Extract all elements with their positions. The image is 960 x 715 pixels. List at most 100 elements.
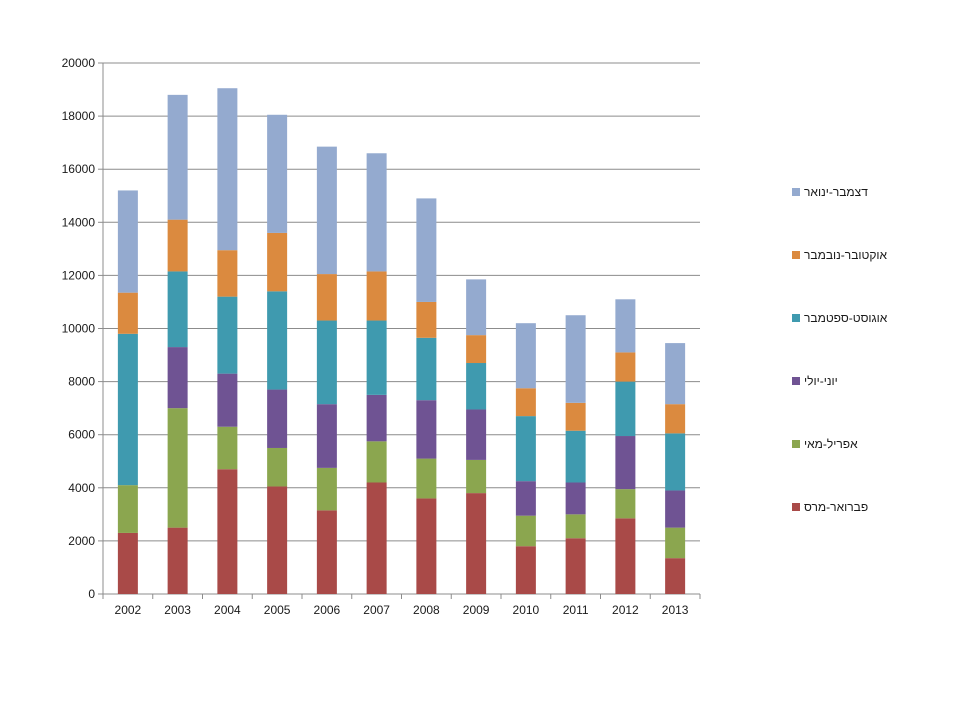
bar-segment xyxy=(267,291,288,390)
bar-segment xyxy=(366,441,387,483)
bar-segment xyxy=(117,485,138,533)
bar-segment xyxy=(267,389,288,448)
bar-segment xyxy=(316,404,337,468)
x-tick-label: 2012 xyxy=(612,603,639,617)
y-tick-label: 6000 xyxy=(68,428,95,442)
bar-segment xyxy=(366,320,387,395)
bar-segment xyxy=(665,404,686,434)
bar-segment xyxy=(117,292,138,334)
legend-swatch xyxy=(792,188,800,196)
x-tick-label: 2005 xyxy=(264,603,291,617)
bar-segment xyxy=(515,388,536,417)
x-tick-label: 2010 xyxy=(513,603,540,617)
x-tick-label: 2003 xyxy=(164,603,191,617)
y-tick-label: 10000 xyxy=(62,322,96,336)
bar-segment xyxy=(117,333,138,486)
legend-label: אוקטובר-נובמבר xyxy=(804,248,888,262)
bar-segment xyxy=(167,271,188,348)
bar-segment xyxy=(167,219,188,272)
bar-segment xyxy=(217,88,238,251)
bar-segment xyxy=(167,347,188,409)
bar-segment xyxy=(416,198,437,302)
bar-segment xyxy=(167,94,188,220)
bar-segment xyxy=(167,527,188,594)
x-tick-label: 2011 xyxy=(563,603,589,617)
legend-swatch xyxy=(792,314,800,322)
bar-segment xyxy=(366,394,387,442)
legend: דצמבר-ינואר אוקטובר-נובמבר אוגוסט-ספטמבר יו… xyxy=(792,185,888,514)
x-tick-label: 2009 xyxy=(463,603,490,617)
legend-swatch xyxy=(792,251,800,259)
legend-label: אוגוסט-ספטמבר xyxy=(804,311,888,325)
legend-label: דצמבר-ינואר xyxy=(804,185,868,199)
bar-segment xyxy=(615,299,636,353)
bar-segment xyxy=(615,518,636,594)
x-tick-label: 2007 xyxy=(363,603,390,617)
bar-segment xyxy=(416,400,437,459)
bar-segment xyxy=(316,467,337,511)
bar-segment xyxy=(416,337,437,401)
bar-segment xyxy=(267,232,288,292)
bar-segment xyxy=(117,190,138,293)
bar-segment xyxy=(565,315,586,403)
y-tick-label: 14000 xyxy=(62,215,96,229)
bar-segment xyxy=(565,402,586,431)
bar-segment xyxy=(217,296,238,374)
axes xyxy=(98,62,701,599)
bar-segment xyxy=(366,482,387,594)
legend-swatch xyxy=(792,377,800,385)
y-tick-label: 12000 xyxy=(62,268,96,282)
y-tick-label: 4000 xyxy=(68,481,95,495)
bar-segment xyxy=(466,459,487,494)
x-tick-label: 2004 xyxy=(214,603,241,617)
y-tick-label: 8000 xyxy=(68,375,95,389)
bar-segment xyxy=(615,381,636,437)
bar-segment xyxy=(316,510,337,594)
bar-segment xyxy=(217,469,238,594)
bar-segment xyxy=(316,146,337,275)
bar-segment xyxy=(366,271,387,321)
y-tick-label: 2000 xyxy=(68,534,95,548)
bar-segment xyxy=(217,426,238,470)
x-tick-label: 2008 xyxy=(413,603,440,617)
bar-segment xyxy=(267,486,288,594)
bar-segment xyxy=(466,363,487,410)
bar-segment xyxy=(515,481,536,516)
bar-segment xyxy=(217,373,238,427)
bar-segment xyxy=(466,409,487,460)
bar-segment xyxy=(565,514,586,539)
bar-segment xyxy=(665,490,686,528)
y-tick-label: 0 xyxy=(88,587,95,601)
bar-segment xyxy=(515,515,536,547)
legend-label: פברואר-מרס xyxy=(804,500,868,514)
legend-label: יוני-יולי xyxy=(804,374,838,388)
tick-labels: 0 2000 4000 6000 8000 10000 12000 14000 16000 180… xyxy=(62,56,689,617)
bar-segment xyxy=(117,532,138,594)
bar-segment xyxy=(565,430,586,483)
bar-segment xyxy=(316,320,337,405)
bar-segment xyxy=(466,279,487,336)
bar-segment xyxy=(416,458,437,499)
bar-segment xyxy=(316,274,337,321)
bar-segment xyxy=(267,114,288,233)
bar-segment xyxy=(615,352,636,382)
bar-segment xyxy=(515,416,536,482)
bar-segment xyxy=(565,482,586,515)
gridlines xyxy=(103,62,700,542)
bar-segment xyxy=(515,546,536,594)
bar-segment xyxy=(267,447,288,487)
x-tick-label: 2002 xyxy=(115,603,142,617)
x-tick-label: 2013 xyxy=(662,603,689,617)
bar-segment xyxy=(615,489,636,519)
bar-segment xyxy=(665,433,686,491)
bar-segment xyxy=(466,493,487,594)
y-tick-label: 18000 xyxy=(62,109,96,123)
legend-label: אפריל-מאי xyxy=(804,437,858,451)
bars xyxy=(117,88,686,594)
bar-segment xyxy=(515,323,536,389)
bar-segment xyxy=(615,436,636,490)
bar-segment xyxy=(665,558,686,594)
legend-swatch xyxy=(792,440,800,448)
